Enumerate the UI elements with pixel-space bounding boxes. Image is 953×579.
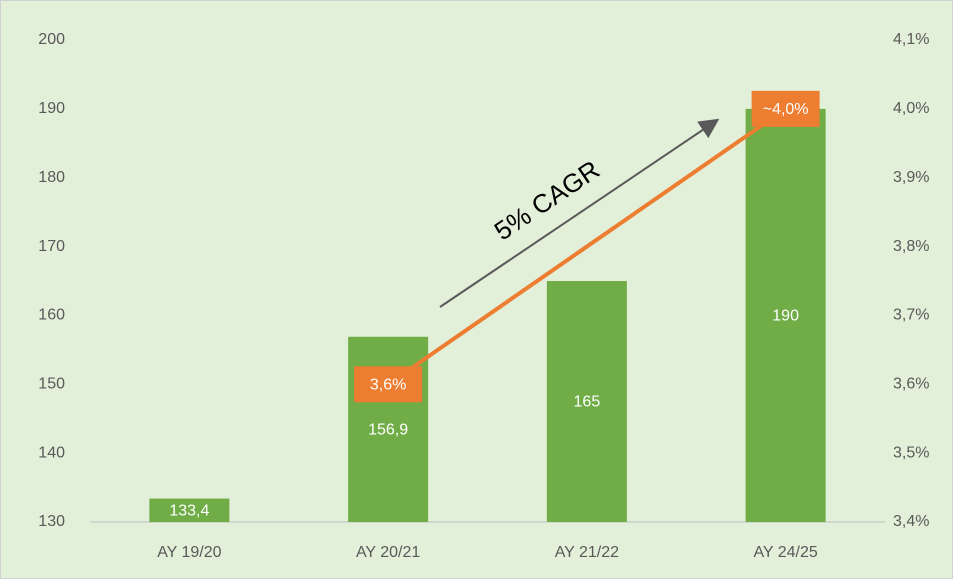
line-label: 3,6% <box>370 377 406 394</box>
cagr-arrow <box>439 118 720 308</box>
bar <box>546 281 627 522</box>
label-box <box>751 90 820 127</box>
y2-tick-label: 4,0% <box>893 100 929 117</box>
y2-tick-label: 3,7% <box>893 307 929 324</box>
y-tick-label: 140 <box>38 444 65 461</box>
y-tick-label: 170 <box>38 238 65 255</box>
y-tick-label: 160 <box>38 307 65 324</box>
bar-label: 133,4 <box>169 503 209 520</box>
x-tick-label: AY 21/22 <box>555 544 619 561</box>
y2-tick-label: 3,9% <box>893 169 929 186</box>
y2-tick-label: 3,5% <box>893 444 929 461</box>
y-tick-label: 180 <box>38 169 65 186</box>
y-tick-label: 200 <box>38 31 65 48</box>
y2-tick-label: 4,1% <box>893 31 929 48</box>
y2-tick-label: 3,4% <box>893 513 929 530</box>
label-box <box>354 366 423 403</box>
bar <box>745 108 826 522</box>
y-tick-label: 130 <box>38 513 65 530</box>
bar-label: 165 <box>574 394 601 411</box>
x-tick-label: AY 20/21 <box>356 544 420 561</box>
bar-label: 190 <box>772 308 799 325</box>
bar-label: 156,9 <box>368 422 408 439</box>
line-label: ~4,0% <box>763 101 809 118</box>
y-tick-label: 190 <box>38 100 65 117</box>
y2-tick-label: 3,8% <box>893 238 929 255</box>
line <box>386 107 787 386</box>
bar <box>149 498 230 522</box>
x-tick-label: AY 19/20 <box>157 544 221 561</box>
x-tick-label: AY 24/25 <box>753 544 817 561</box>
y2-tick-label: 3,6% <box>893 376 929 393</box>
y-tick-label: 150 <box>38 376 65 393</box>
